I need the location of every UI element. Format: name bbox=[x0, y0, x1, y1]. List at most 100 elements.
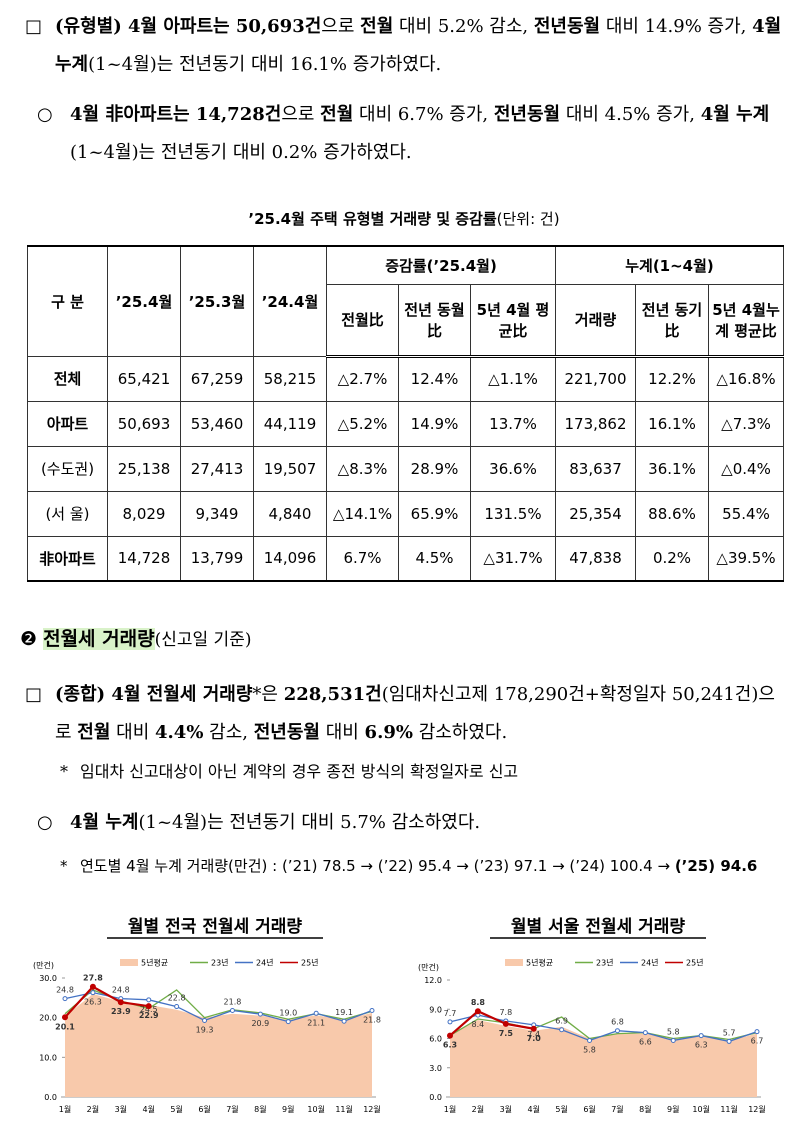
table-cell: 12.2% bbox=[635, 355, 709, 402]
table-cell: 14,728 bbox=[107, 535, 181, 582]
data-label: 21.8 bbox=[224, 998, 242, 1007]
table-cell: △39.5% bbox=[708, 535, 784, 582]
data-label: 19.0 bbox=[279, 1009, 297, 1018]
table-cell: 19,507 bbox=[253, 445, 327, 492]
x-tick-label: 4월 bbox=[528, 1104, 540, 1114]
data-label: 24.8 bbox=[112, 986, 130, 995]
table-cell: 36.6% bbox=[470, 445, 556, 492]
header-cell: 증감률(’25.4월) bbox=[326, 245, 556, 285]
data-label: 24.5 bbox=[140, 1005, 158, 1014]
data-label: 21.1 bbox=[307, 1018, 325, 1027]
text-run: (1~4월)는 전년동기 대비 5.7% 감소하였다. bbox=[138, 812, 481, 833]
bullet: ○ bbox=[37, 812, 53, 833]
data-label: 6.6 bbox=[639, 1038, 652, 1047]
line bbox=[64, 992, 373, 1023]
table-cell: 44,119 bbox=[253, 400, 327, 447]
table-cell: △8.3% bbox=[326, 445, 399, 492]
text-run: 대비 6.7% 증가, bbox=[353, 104, 494, 125]
text-run: 대비 bbox=[319, 722, 365, 743]
data-label: 6.3 bbox=[443, 1041, 457, 1050]
charts: 월별 전국 전월세 거래량 (만건) 0.0 10.0 20.0 30.0 1월 2월 3월 4월… bbox=[33, 917, 766, 1114]
marker bbox=[174, 1004, 180, 1010]
x-tick-label: 10월 bbox=[307, 1104, 325, 1114]
table-cell: (수도권) bbox=[27, 445, 108, 492]
text-run: *은 bbox=[252, 684, 284, 705]
section-title: 전월세 거래량 bbox=[43, 628, 155, 650]
data-label: 19.1 bbox=[335, 1008, 353, 1017]
header-cell: 구 분 bbox=[27, 245, 108, 357]
legend-label: 5년평균 bbox=[526, 958, 553, 968]
data-label: 20.1 bbox=[55, 1022, 75, 1031]
table-cell: 전체 bbox=[27, 355, 108, 402]
table-row: 아파트 50,693 53,460 44,119 △5.2% 14.9% 13.7% 173,… bbox=[27, 400, 784, 447]
unit: (단위: 건) bbox=[496, 210, 560, 228]
x-tick-label: 9월 bbox=[667, 1104, 679, 1114]
y-tick-label: 10.0 bbox=[39, 1053, 57, 1062]
table-cell: △1.1% bbox=[470, 355, 556, 402]
table-cell: △31.7% bbox=[470, 535, 556, 582]
data-label: 6.8 bbox=[611, 1018, 624, 1027]
marker bbox=[341, 1018, 347, 1024]
table-cell: 4.5% bbox=[398, 535, 471, 582]
x-tick-label: 11월 bbox=[720, 1104, 738, 1114]
data-label: 5.7 bbox=[723, 1028, 736, 1037]
marker bbox=[754, 1029, 760, 1035]
x-tick-label: 6월 bbox=[583, 1104, 595, 1114]
marker bbox=[313, 1010, 319, 1016]
table-cell: 27,413 bbox=[180, 445, 254, 492]
text-run: 전년동월 bbox=[533, 16, 601, 37]
table-title: ’25.4월 주택 유형별 거래량 및 증감률(단위: 건) bbox=[0, 208, 808, 229]
y-tick-label: 20.0 bbox=[39, 1014, 57, 1023]
paragraph: * 임대차 신고대상이 아닌 계약의 경우 종전 방식의 확정일자로 신고 bbox=[60, 756, 790, 788]
table-cell: 16.1% bbox=[635, 400, 709, 447]
data-label: 5.8 bbox=[667, 1027, 680, 1036]
y-tick-label: 6.0 bbox=[429, 1035, 442, 1044]
table-cell: △0.4% bbox=[708, 445, 784, 492]
header-cell: ’24.4월 bbox=[253, 245, 327, 357]
text-run: 전월 bbox=[320, 104, 354, 125]
x-tick-label: 7월 bbox=[611, 1104, 623, 1114]
header-cell: ’25.3월 bbox=[180, 245, 254, 357]
text-run: 4월 非아파트는 14,728건 bbox=[70, 104, 282, 125]
paragraph: ○ 4월 누계(1~4월)는 전년동기 대비 5.7% 감소하였다. bbox=[37, 804, 790, 842]
text-run: 대비 bbox=[110, 722, 155, 743]
x-tick-label: 5월 bbox=[555, 1104, 567, 1114]
legend-label: 23년 bbox=[596, 958, 614, 968]
text-run: 대비 14.9% 증가, bbox=[600, 16, 753, 37]
legend-label: 25년 bbox=[301, 958, 319, 968]
marker bbox=[559, 1027, 565, 1033]
data-label: 8.8 bbox=[471, 998, 486, 1007]
title: ’25.4월 주택 유형별 거래량 및 증감률 bbox=[248, 210, 497, 228]
marker bbox=[62, 1014, 68, 1021]
table-cell: 55.4% bbox=[708, 490, 784, 537]
paragraph: □ (유형별) 4월 아파트는 50,693건으로 전월 대비 5.2% 감소, … bbox=[25, 8, 790, 84]
table-cell: 14,096 bbox=[253, 535, 327, 582]
data-label: 26.3 bbox=[84, 998, 102, 1007]
x-tick-label: 6월 bbox=[198, 1104, 210, 1114]
data-label: 8.4 bbox=[472, 1020, 485, 1029]
table-row: 非아파트 14,728 13,799 14,096 6.7% 4.5% △31.7% 47,8… bbox=[27, 535, 784, 582]
marker bbox=[474, 1008, 481, 1015]
text-run: 228,531건 bbox=[283, 684, 382, 705]
data-label: 7.8 bbox=[499, 1008, 512, 1017]
marker bbox=[447, 1019, 453, 1025]
legend-label: 5년평균 bbox=[141, 958, 168, 968]
table-cell: 65,421 bbox=[107, 355, 181, 402]
table-cell: 9,349 bbox=[180, 490, 254, 537]
marker bbox=[642, 1030, 648, 1036]
data-label: 6.3 bbox=[695, 1041, 708, 1050]
table-cell: 12.4% bbox=[398, 355, 471, 402]
paragraph: * 연도별 4월 누계 거래량(만건) : (’21) 78.5 → (’22) … bbox=[60, 850, 800, 882]
area bbox=[450, 1019, 757, 1097]
table-cell: 173,862 bbox=[555, 400, 636, 447]
legend-label: 23년 bbox=[211, 958, 229, 968]
table-cell: 4,840 bbox=[253, 490, 327, 537]
paragraph: □ (종합) 4월 전월세 거래량*은 228,531건(임대차신고제 178,2… bbox=[25, 676, 790, 752]
y-tick-label: 0.0 bbox=[44, 1093, 57, 1102]
text-run: 4월 누계 bbox=[700, 104, 770, 125]
text-run: (’25) 94.6 bbox=[674, 857, 758, 875]
text-run: 전년동월 bbox=[493, 104, 561, 125]
paragraph: ○ 4월 非아파트는 14,728건으로 전월 대비 6.7% 증가, 전년동월 … bbox=[37, 96, 790, 172]
text-run: 전년동월 bbox=[253, 722, 320, 743]
marker bbox=[285, 1019, 291, 1025]
